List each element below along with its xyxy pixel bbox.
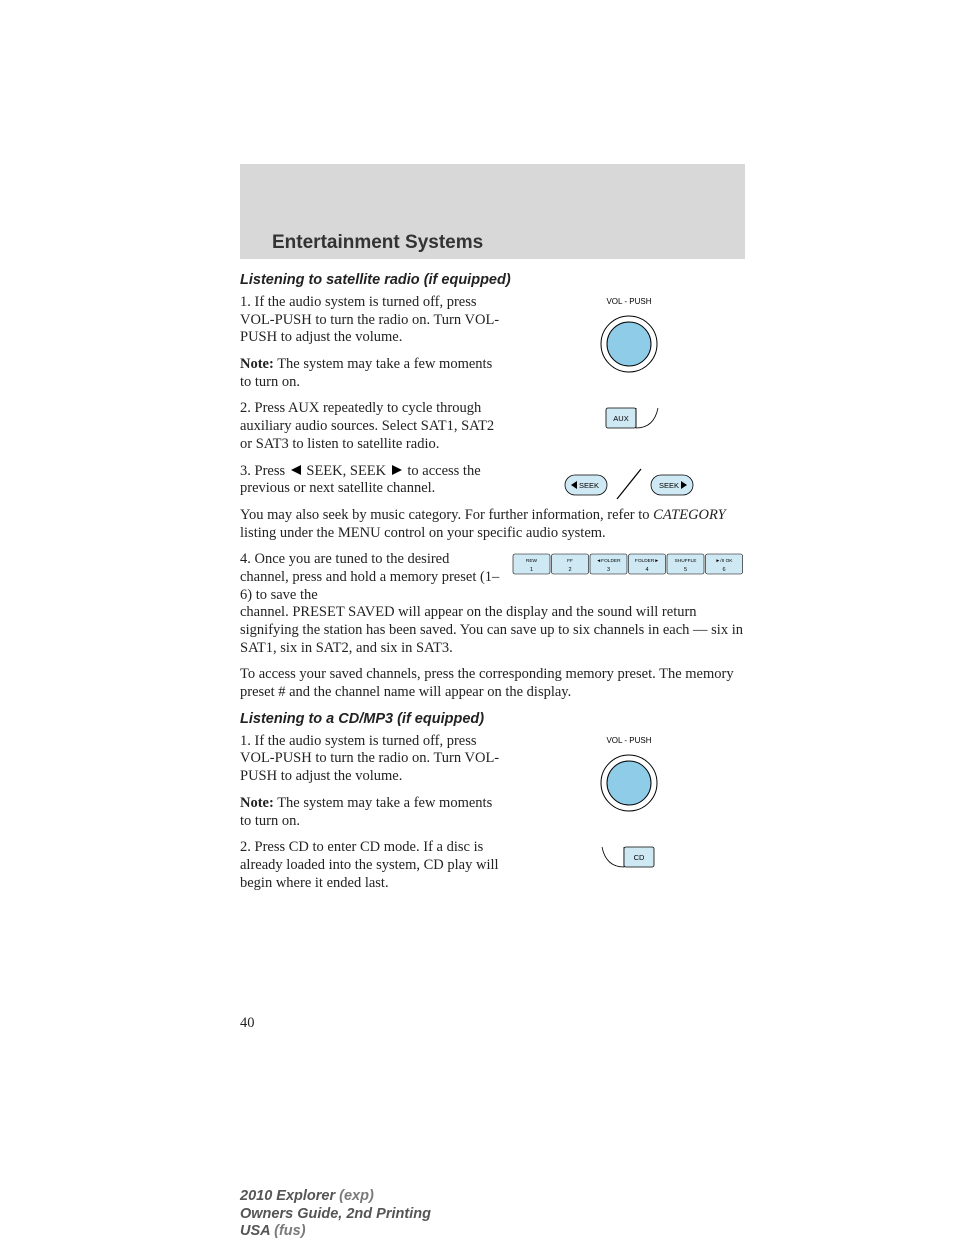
s2-note-label: Note: (240, 795, 274, 811)
row2-step1: 1. If the audio system is turned off, pr… (240, 733, 745, 839)
svg-text:1: 1 (530, 567, 533, 573)
svg-text:►/II OK: ►/II OK (715, 558, 733, 564)
seek-right-label: SEEK (658, 481, 678, 490)
s2-step1: 1. If the audio system is turned off, pr… (240, 733, 500, 786)
row-step2: 2. Press AUX repeatedly to cycle through… (240, 400, 745, 462)
svg-text:4: 4 (645, 567, 648, 573)
step4a: 4. Once you are tuned to the desired cha… (240, 551, 500, 604)
seek-buttons-icon: SEEK SEEK (559, 463, 699, 505)
footer-2: Owners Guide, 2nd Printing (240, 1206, 431, 1224)
svg-text:REW: REW (526, 558, 538, 564)
footer-1b: (exp) (339, 1188, 374, 1204)
row-step1: 1. If the audio system is turned off, pr… (240, 294, 745, 400)
svg-text:2: 2 (568, 567, 571, 573)
svg-text:◄FOLDER: ◄FOLDER (596, 558, 621, 564)
footer-1a: 2010 Explorer (240, 1188, 339, 1204)
vol-push-knob-icon-2: VOL - PUSH (584, 733, 674, 819)
category-text: You may also seek by music category. For… (240, 507, 745, 542)
step3-text: 3. Press SEEK, SEEK to access the previo… (240, 463, 500, 498)
svg-text:5: 5 (684, 567, 687, 573)
vol-push-label: VOL - PUSH (606, 297, 651, 306)
s2-note: Note: The system may take a few moments … (240, 795, 500, 830)
step1-text: 1. If the audio system is turned off, pr… (240, 294, 500, 347)
s2-step2: 2. Press CD to enter CD mode. If a disc … (240, 839, 500, 892)
svg-text:6: 6 (722, 567, 725, 573)
access-text: To access your saved channels, press the… (240, 666, 745, 701)
seek-right-icon (390, 464, 404, 476)
step3a: 3. Press (240, 463, 289, 479)
svg-text:SHUFFLE: SHUFFLE (675, 558, 697, 564)
note1-label: Note: (240, 356, 274, 372)
subhead-cd: Listening to a CD/MP3 (if equipped) (240, 711, 745, 727)
row-step4: 4. Once you are tuned to the desired cha… (240, 551, 745, 604)
svg-text:FOLDER►: FOLDER► (635, 558, 659, 564)
preset-buttons-icon: REW 1 FF 2 ◄FOLDER 3 FOLDER► 4 SHUFFLE 5 ►/II OK 6 (512, 551, 744, 577)
step2-text: 2. Press AUX repeatedly to cycle through… (240, 400, 500, 453)
cat1: You may also seek by music category. For… (240, 507, 653, 523)
note1: Note: The system may take a few moments … (240, 356, 500, 391)
step3b: SEEK, SEEK (306, 463, 389, 479)
svg-text:3: 3 (607, 567, 610, 573)
note1-text: The system may take a few moments to tur… (240, 356, 492, 390)
cd-label: CD (633, 853, 644, 862)
aux-button-icon: AUX (584, 400, 674, 440)
vol-push-label-2: VOL - PUSH (606, 736, 651, 745)
cat-ital: CATEGORY (653, 507, 726, 523)
row2-step2: 2. Press CD to enter CD mode. If a disc … (240, 839, 745, 901)
s2-note-text: The system may take a few moments to tur… (240, 795, 492, 829)
step4b: channel. PRESET SAVED will appear on the… (240, 604, 745, 657)
aux-label: AUX (613, 414, 628, 423)
content: Listening to satellite radio (if equippe… (240, 268, 745, 901)
footer-3a: USA (240, 1223, 274, 1239)
svg-text:FF: FF (567, 558, 573, 564)
cat2: listing under the MENU control on your s… (240, 525, 606, 541)
page-number: 40 (240, 1015, 255, 1032)
section-title: Entertainment Systems (272, 232, 483, 254)
footer: 2010 Explorer (exp) Owners Guide, 2nd Pr… (240, 1188, 431, 1241)
row-step3: 3. Press SEEK, SEEK to access the previo… (240, 463, 745, 507)
page: Entertainment Systems Listening to satel… (0, 0, 954, 1235)
footer-3b: (fus) (274, 1223, 305, 1239)
seek-left-label: SEEK (578, 481, 598, 490)
vol-push-knob-icon: VOL - PUSH (584, 294, 674, 380)
seek-left-icon (289, 464, 303, 476)
subhead-satellite: Listening to satellite radio (if equippe… (240, 272, 745, 288)
cd-button-icon: CD (584, 839, 674, 879)
